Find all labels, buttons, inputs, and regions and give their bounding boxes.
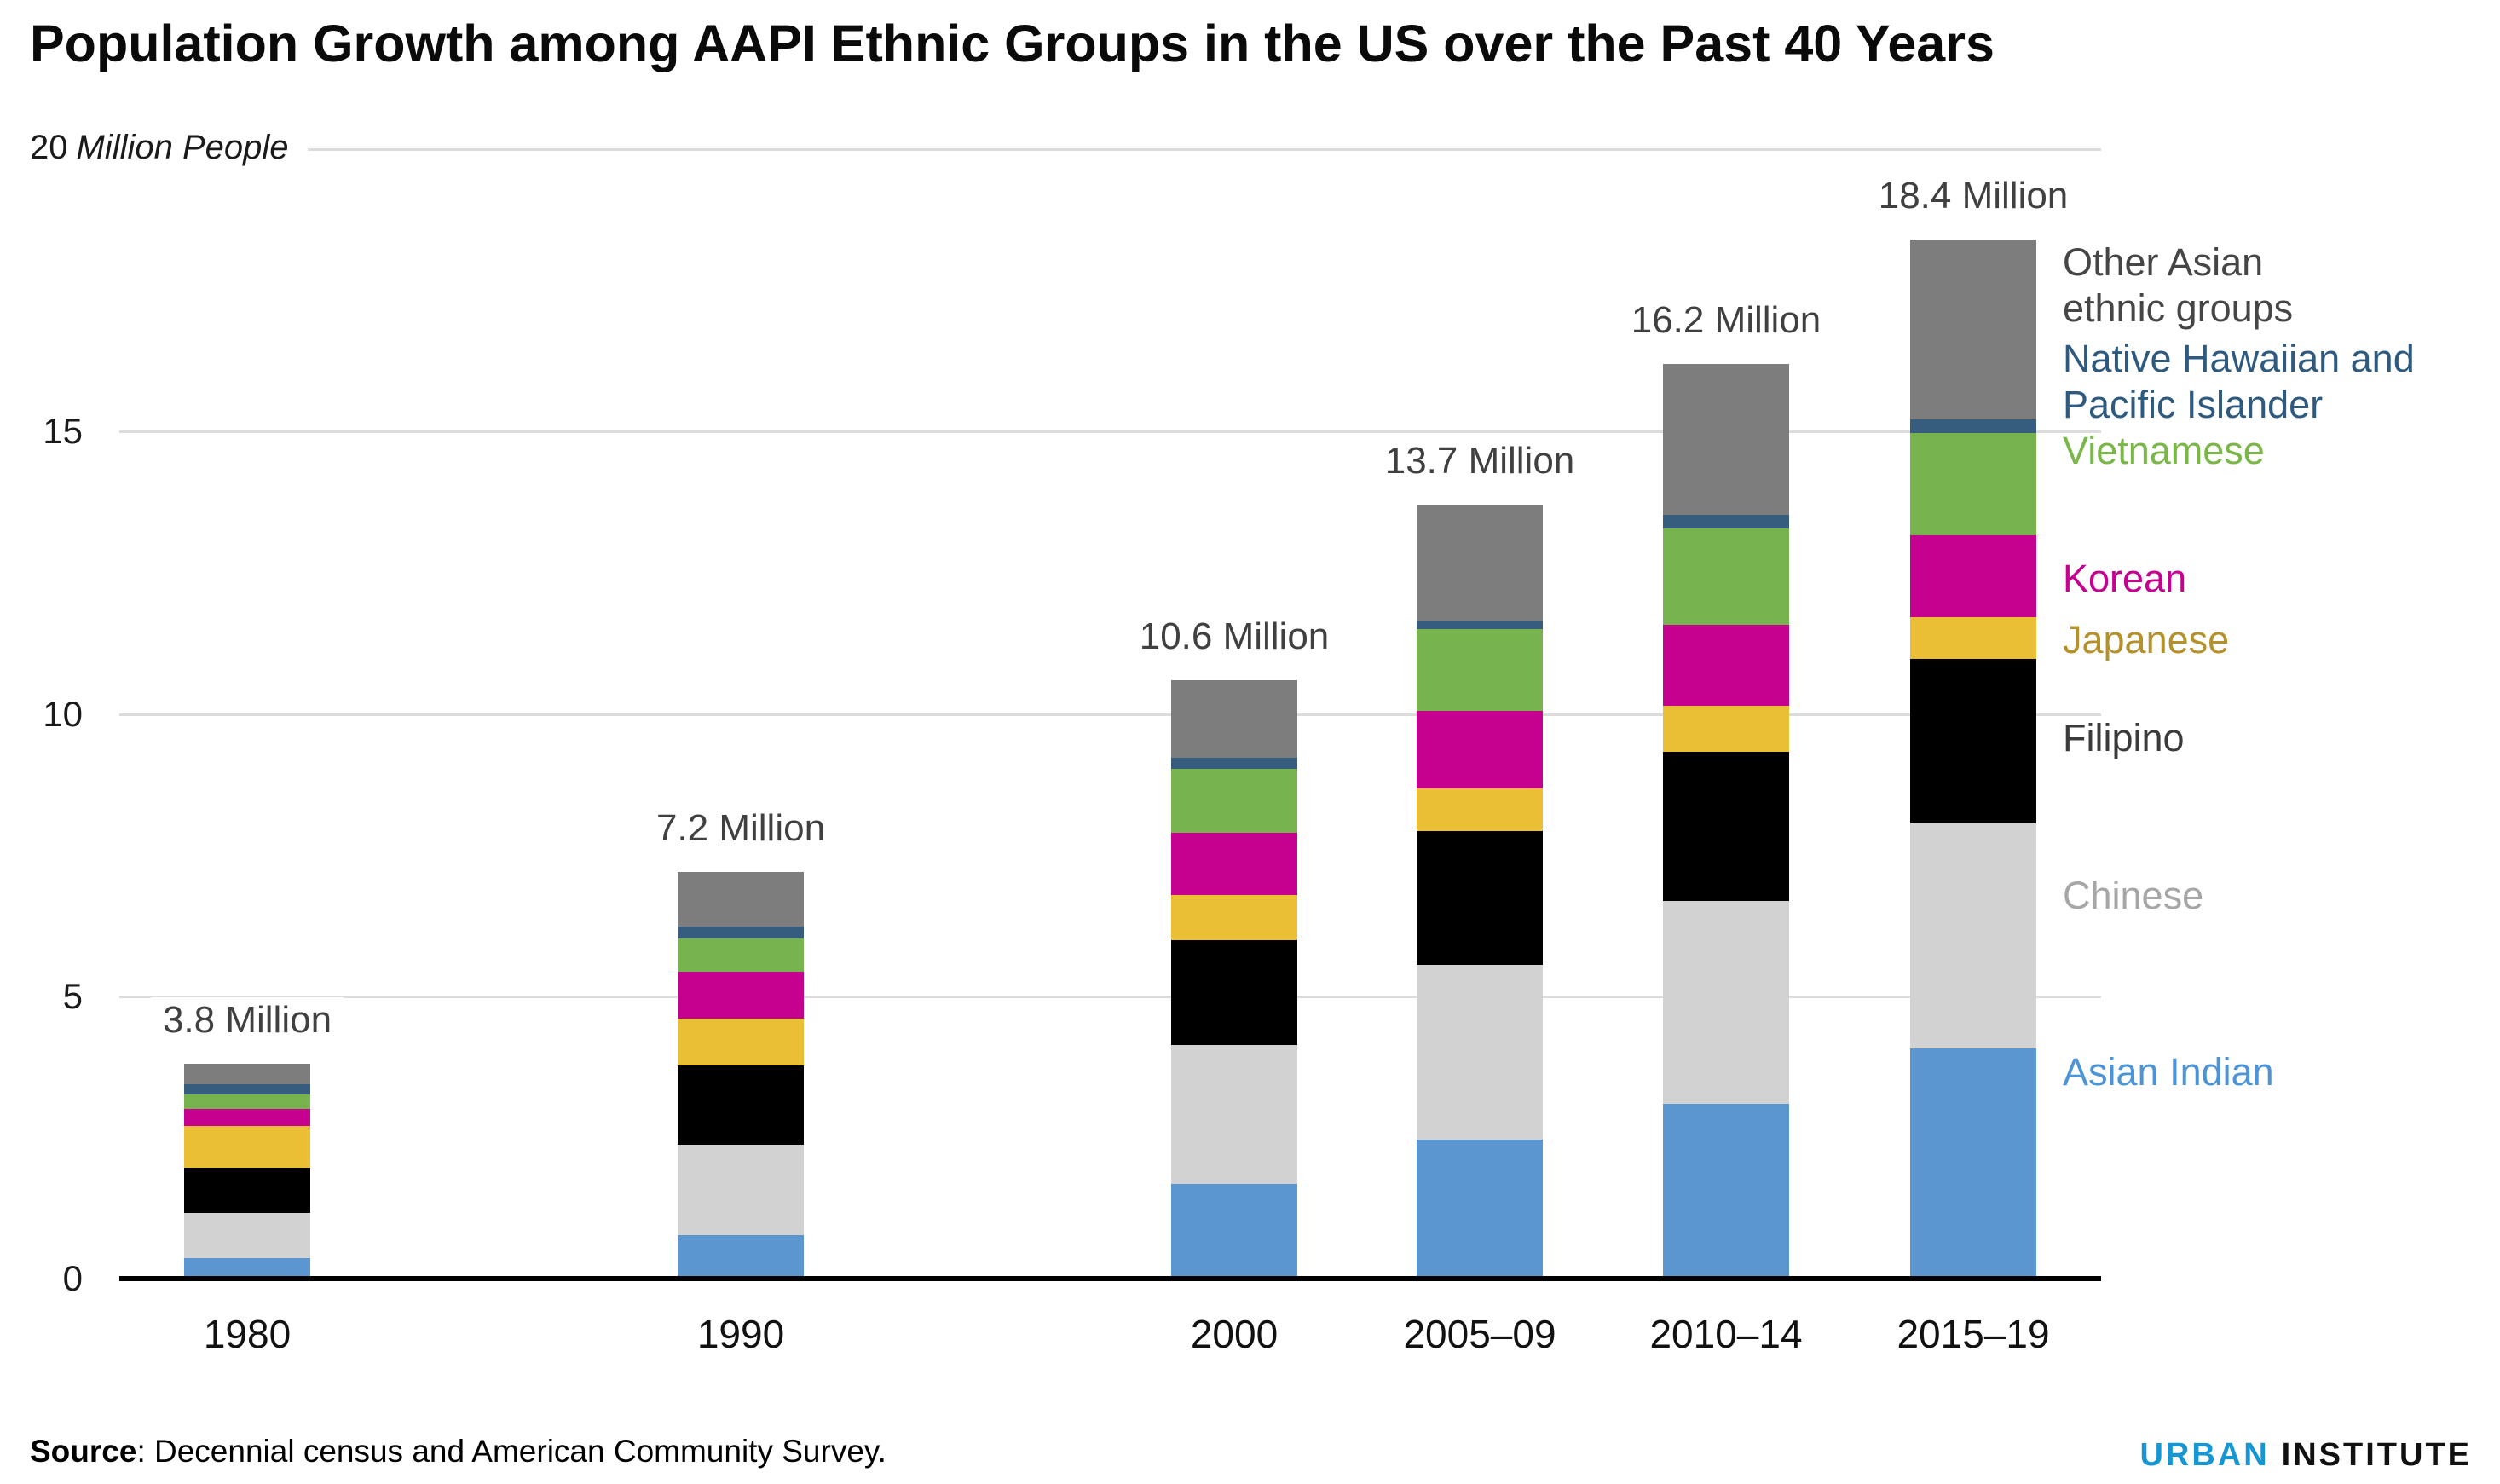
legend-label-line: Pacific Islander xyxy=(2063,383,2324,426)
stacked-bar-1990 xyxy=(678,872,804,1279)
logo-word-institute: INSTITUTE xyxy=(2281,1437,2472,1473)
stacked-bar-2000 xyxy=(1171,679,1297,1279)
bar-segment-filipino-2010–14 xyxy=(1663,751,1789,901)
bar-segment-other-asian-ethnic-groups-1990 xyxy=(678,872,804,927)
bar-segment-vietnamese-2015–19 xyxy=(1910,433,2036,536)
stacked-bar-2015–19 xyxy=(1910,240,2036,1279)
bar-segment-filipino-2000 xyxy=(1171,940,1297,1046)
source-note: Source: Decennial census and American Co… xyxy=(30,1434,886,1470)
bar-segment-chinese-1980 xyxy=(184,1212,310,1259)
bar-segment-native-hawaiian-and-pacific-islander-1980 xyxy=(184,1084,310,1095)
source-text: : Decennial census and American Communit… xyxy=(136,1434,886,1469)
bar-segment-chinese-2000 xyxy=(1171,1045,1297,1184)
bar-segment-korean-2005–09 xyxy=(1417,710,1543,788)
bar-segment-filipino-1990 xyxy=(678,1065,804,1145)
x-axis-line xyxy=(119,1276,2101,1281)
bar-segment-native-hawaiian-and-pacific-islander-1990 xyxy=(678,927,804,938)
y-tick-label-15: 15 xyxy=(43,411,83,452)
bar-segment-native-hawaiian-and-pacific-islander-2015–19 xyxy=(1910,419,2036,434)
bar-segment-japanese-2000 xyxy=(1171,895,1297,941)
bar-segment-japanese-2005–09 xyxy=(1417,788,1543,832)
y-tick-label-10: 10 xyxy=(43,693,83,734)
x-tick-label-2015–19: 2015–19 xyxy=(1897,1312,2050,1356)
bar-segment-chinese-2010–14 xyxy=(1663,900,1789,1105)
logo-word-urban: URBAN xyxy=(2139,1437,2270,1473)
x-tick-label-2005–09: 2005–09 xyxy=(1403,1312,1556,1356)
bar-segment-asian-indian-2010–14 xyxy=(1663,1104,1789,1279)
bar-segment-asian-indian-1990 xyxy=(678,1235,804,1279)
bar-segment-chinese-1990 xyxy=(678,1145,804,1235)
legend-label-other-asian-ethnic-groups: Other Asian ethnic groups xyxy=(2063,240,2293,332)
legend-label-line: Other Asian xyxy=(2063,240,2264,284)
bar-segment-asian-indian-2005–09 xyxy=(1417,1140,1543,1279)
bar-segment-japanese-2010–14 xyxy=(1663,706,1789,752)
x-tick-label-1980: 1980 xyxy=(203,1312,292,1356)
bar-segment-vietnamese-2000 xyxy=(1171,769,1297,834)
stacked-bar-1980 xyxy=(184,1064,310,1279)
legend-label-korean: Korean xyxy=(2063,557,2187,600)
urban-institute-logo: URBAN INSTITUTE xyxy=(2139,1437,2472,1474)
bar-total-label-2000: 10.6 Million xyxy=(1127,613,1342,660)
legend-label-filipino: Filipino xyxy=(2063,716,2185,759)
bar-segment-chinese-2015–19 xyxy=(1910,823,2036,1048)
bar-total-label-2015–19: 18.4 Million xyxy=(1866,173,2081,219)
y-axis-top-tick: 20 xyxy=(30,129,68,166)
bar-segment-korean-1980 xyxy=(184,1109,310,1127)
source-label: Source xyxy=(30,1434,137,1469)
y-tick-label-0: 0 xyxy=(62,1258,83,1298)
bar-segment-korean-2000 xyxy=(1171,833,1297,896)
bar-segment-japanese-1990 xyxy=(678,1018,804,1066)
bar-segment-asian-indian-1980 xyxy=(184,1258,310,1279)
legend-label-line: Native Hawaiian and xyxy=(2063,337,2415,380)
y-axis-unit-text: Million People xyxy=(76,129,289,166)
legend-label-asian-indian: Asian Indian xyxy=(2063,1050,2274,1094)
bar-segment-korean-2015–19 xyxy=(1910,535,2036,618)
gridline-20m xyxy=(119,148,2101,151)
bar-total-label-2005–09: 13.7 Million xyxy=(1372,438,1587,485)
legend-label-japanese: Japanese xyxy=(2063,618,2230,661)
bar-segment-other-asian-ethnic-groups-2000 xyxy=(1171,679,1297,759)
bar-segment-chinese-2005–09 xyxy=(1417,965,1543,1140)
bar-segment-vietnamese-2005–09 xyxy=(1417,629,1543,711)
bar-segment-other-asian-ethnic-groups-2015–19 xyxy=(1910,240,2036,419)
x-tick-label-1990: 1990 xyxy=(696,1312,785,1356)
legend-label-chinese: Chinese xyxy=(2063,874,2204,917)
gridline-15m xyxy=(119,430,2101,434)
legend-label-native-hawaiian-and-pacific-islander: Native Hawaiian and Pacific Islander xyxy=(2063,336,2415,428)
gridline-5m xyxy=(119,995,2101,998)
bar-segment-japanese-1980 xyxy=(184,1126,310,1169)
bar-segment-native-hawaiian-and-pacific-islander-2000 xyxy=(1171,758,1297,770)
bar-segment-other-asian-ethnic-groups-2005–09 xyxy=(1417,505,1543,621)
bar-total-label-2010–14: 16.2 Million xyxy=(1619,297,1833,344)
bar-segment-native-hawaiian-and-pacific-islander-2005–09 xyxy=(1417,621,1543,630)
bar-segment-vietnamese-2010–14 xyxy=(1663,528,1789,625)
stacked-bar-2005–09 xyxy=(1417,505,1543,1279)
legend-label-line: ethnic groups xyxy=(2063,286,2294,330)
x-tick-label-2000: 2000 xyxy=(1190,1312,1279,1356)
bar-segment-filipino-2015–19 xyxy=(1910,659,2036,824)
chart-title: Population Growth among AAPI Ethnic Grou… xyxy=(30,14,1995,72)
bar-segment-asian-indian-2015–19 xyxy=(1910,1048,2036,1279)
bar-segment-filipino-1980 xyxy=(184,1168,310,1213)
bar-segment-vietnamese-1990 xyxy=(678,938,804,972)
y-axis-unit-label: 20 Million People xyxy=(30,124,308,172)
bar-total-label-1980: 3.8 Million xyxy=(150,997,344,1044)
bar-segment-native-hawaiian-and-pacific-islander-2010–14 xyxy=(1663,514,1789,528)
bar-segment-other-asian-ethnic-groups-1980 xyxy=(184,1064,310,1085)
bar-segment-filipino-2005–09 xyxy=(1417,831,1543,966)
bar-segment-korean-2010–14 xyxy=(1663,624,1789,707)
bar-segment-vietnamese-1980 xyxy=(184,1094,310,1110)
bar-total-label-1990: 7.2 Million xyxy=(644,806,838,852)
gridline-10m xyxy=(119,713,2101,716)
bar-segment-other-asian-ethnic-groups-2010–14 xyxy=(1663,363,1789,515)
x-tick-label-2010–14: 2010–14 xyxy=(1649,1312,1803,1356)
stacked-bar-2010–14 xyxy=(1663,363,1789,1279)
y-tick-label-5: 5 xyxy=(62,975,83,1016)
bar-segment-korean-1990 xyxy=(678,971,804,1019)
bar-segment-asian-indian-2000 xyxy=(1171,1183,1297,1279)
bar-segment-japanese-2015–19 xyxy=(1910,617,2036,660)
legend-label-vietnamese: Vietnamese xyxy=(2063,429,2265,472)
